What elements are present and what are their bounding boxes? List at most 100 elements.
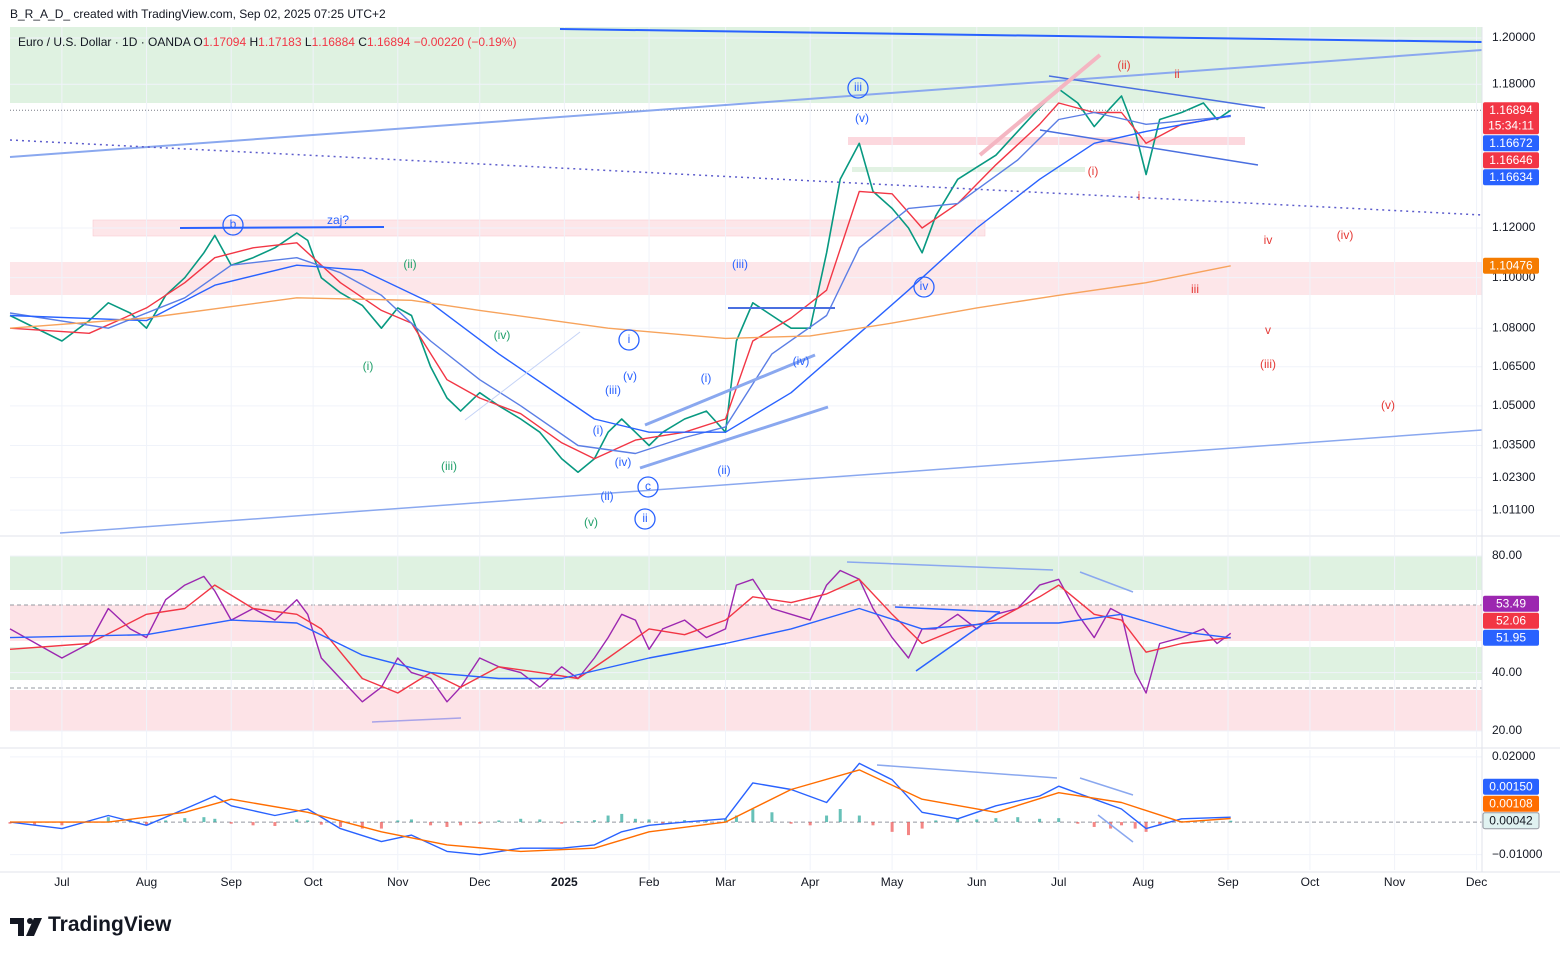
histogram-bar xyxy=(592,820,596,823)
histogram-bar xyxy=(633,818,637,823)
trend-line xyxy=(371,717,462,723)
trend-line xyxy=(1079,777,1134,796)
histogram-bar xyxy=(1133,822,1137,829)
histogram-bar xyxy=(871,822,875,826)
value-tag xyxy=(1483,629,1539,646)
logo xyxy=(10,918,42,936)
wave-label: (ii) xyxy=(717,463,730,477)
wave-label: ii xyxy=(1174,67,1179,81)
trend-line xyxy=(1097,814,1134,843)
wave-label: (iii) xyxy=(605,383,621,397)
histogram-bar xyxy=(1215,821,1219,823)
x-tick-label: Mar xyxy=(715,875,736,889)
zone xyxy=(10,690,1482,731)
x-tick-label: Feb xyxy=(639,875,660,889)
trend-line xyxy=(1048,75,1266,109)
value-tag-label: 51.95 xyxy=(1496,630,1526,644)
value-tag-label: 1.16672 xyxy=(1489,136,1533,150)
wave-label: iv xyxy=(920,279,929,293)
wave-label: (i) xyxy=(593,423,604,437)
x-tick-label: Aug xyxy=(136,875,157,889)
histogram-bar xyxy=(33,822,37,825)
trend-line xyxy=(59,429,1483,534)
histogram-bar xyxy=(620,813,624,823)
ohlc-label: H xyxy=(249,35,259,49)
value-tag xyxy=(1483,778,1539,795)
histogram-bar xyxy=(1092,822,1096,827)
histogram-bar xyxy=(994,818,998,823)
y-tick-label: 1.08000 xyxy=(1492,320,1536,334)
value-tag xyxy=(1483,795,1539,812)
histogram-bar xyxy=(1229,820,1233,823)
trend-line xyxy=(9,49,1483,158)
histogram-bar xyxy=(920,822,924,829)
histogram-bar xyxy=(683,820,687,823)
histogram-bar xyxy=(164,820,168,823)
wave-label: (iii) xyxy=(441,459,457,473)
histogram-bar xyxy=(229,822,233,824)
wave-label: (v) xyxy=(623,369,637,383)
histogram-bar xyxy=(1016,817,1020,823)
wave-circle xyxy=(618,329,640,351)
zones xyxy=(10,27,1482,731)
wave-label: (iv) xyxy=(1337,228,1354,242)
wave-label: (iv) xyxy=(615,455,632,469)
histogram-bar xyxy=(647,819,651,823)
wave-label: (v) xyxy=(855,111,869,125)
zone xyxy=(848,137,1245,145)
histogram-bar xyxy=(8,822,12,824)
histogram-bar xyxy=(251,822,255,826)
series-line xyxy=(9,569,1232,703)
change: −0.00220 (−0.19%) xyxy=(413,35,517,49)
series-line xyxy=(9,762,1231,856)
wave-label: (i) xyxy=(363,359,374,373)
attribution: B_R_A_D_ created with TradingView.com, S… xyxy=(10,7,386,21)
y-tick-label: 1.01100 xyxy=(1492,502,1535,516)
histogram-bar xyxy=(606,815,610,823)
zone xyxy=(852,167,1085,172)
wave-label: i xyxy=(628,332,631,346)
wave-label: (iii) xyxy=(732,257,748,271)
x-tick-label: Nov xyxy=(387,875,408,889)
wave-label: (iii) xyxy=(1260,357,1276,371)
wave-label: zaj? xyxy=(327,213,349,227)
value-tag xyxy=(1483,612,1539,629)
series-line xyxy=(9,111,1231,455)
x-tick-label: Dec xyxy=(469,875,490,889)
y-tick-label: 20.00 xyxy=(1492,723,1522,737)
series-line xyxy=(9,114,1231,433)
histogram-bar xyxy=(808,822,812,826)
histogram-bar xyxy=(857,815,861,823)
zone xyxy=(10,262,1482,295)
histogram-bar xyxy=(478,822,482,824)
wave-circle xyxy=(634,508,656,530)
wave-label: (i) xyxy=(1088,164,1099,178)
wave-circle xyxy=(637,476,659,498)
zone xyxy=(10,647,1482,680)
histogram-bar xyxy=(459,822,463,826)
histogram-bar xyxy=(519,818,523,823)
histogram-bar xyxy=(1038,818,1042,823)
y-tick-label: 1.18000 xyxy=(1492,76,1536,90)
value-tag xyxy=(1483,257,1539,274)
y-tick-label: −0.01000 xyxy=(1492,847,1543,861)
histogram-bar xyxy=(1201,821,1205,823)
value-tag-label: 1.16894 xyxy=(1489,103,1533,117)
x-tick-label: Oct xyxy=(1301,875,1320,889)
ohlc-value: 1.16894 xyxy=(366,35,411,49)
histogram-bar xyxy=(213,818,217,823)
trend-line xyxy=(464,331,581,421)
histogram-bar xyxy=(956,818,960,823)
histogram-bar xyxy=(734,815,738,823)
value-tag xyxy=(1483,135,1539,152)
series-line xyxy=(9,607,1231,680)
value-tag-label: 1.10476 xyxy=(1489,258,1533,272)
histogram-bar xyxy=(183,818,187,823)
x-tick-label: Jul xyxy=(54,875,69,889)
x-tick-label: Aug xyxy=(1133,875,1154,889)
histogram-bar xyxy=(1057,818,1061,823)
wave-label: (iv) xyxy=(793,354,810,368)
zone xyxy=(10,27,1482,103)
symbol-line: Euro / U.S. Dollar · 1D · OANDA O1.17094… xyxy=(18,35,516,49)
